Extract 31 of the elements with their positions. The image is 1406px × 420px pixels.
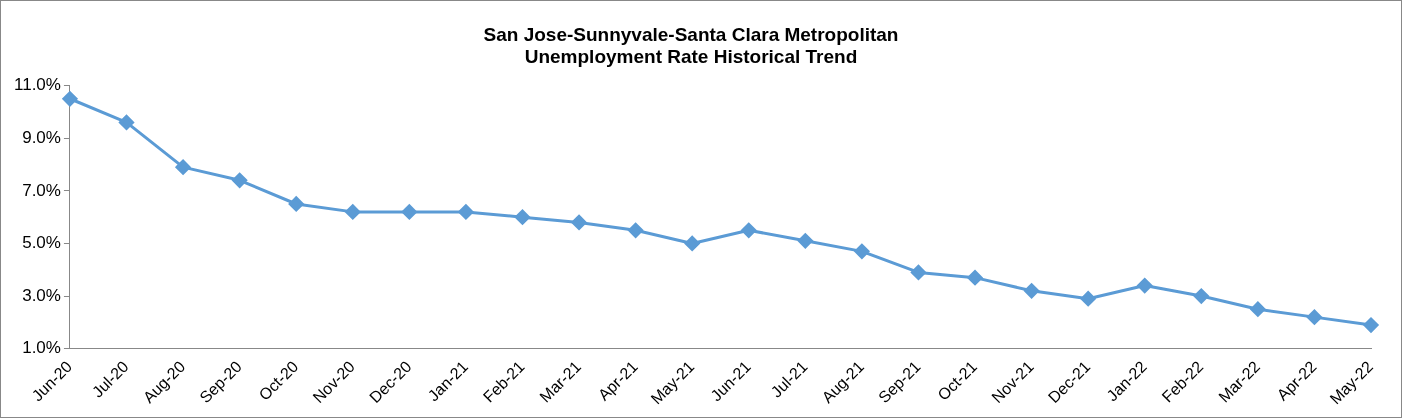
y-tick-label: 5.0% (22, 233, 61, 253)
point (1250, 301, 1266, 317)
point (1193, 288, 1209, 304)
point (628, 222, 644, 238)
point (684, 235, 700, 251)
point (345, 204, 361, 220)
point (1363, 317, 1379, 333)
point (741, 222, 757, 238)
y-tick-label: 3.0% (22, 285, 61, 305)
point (854, 243, 870, 259)
point (571, 214, 587, 230)
point (232, 172, 248, 188)
point (1137, 278, 1153, 294)
point (1080, 291, 1096, 307)
point (401, 204, 417, 220)
point (62, 91, 78, 107)
point (288, 196, 304, 212)
point (1024, 283, 1040, 299)
y-tick-label: 9.0% (22, 127, 61, 147)
point (175, 159, 191, 175)
point (1306, 309, 1322, 325)
y-tick-label: 1.0% (22, 338, 61, 358)
point (910, 264, 926, 280)
chart-title: San Jose-Sunnyvale-Santa Clara Metropolitan Unemployment Rate Historical Trend (483, 23, 899, 68)
point (514, 209, 530, 225)
point (797, 233, 813, 249)
y-tick-label: 11.0% (13, 75, 61, 95)
y-tick-label: 7.0% (22, 180, 61, 200)
point (458, 204, 474, 220)
point (967, 270, 983, 286)
point (119, 114, 135, 130)
